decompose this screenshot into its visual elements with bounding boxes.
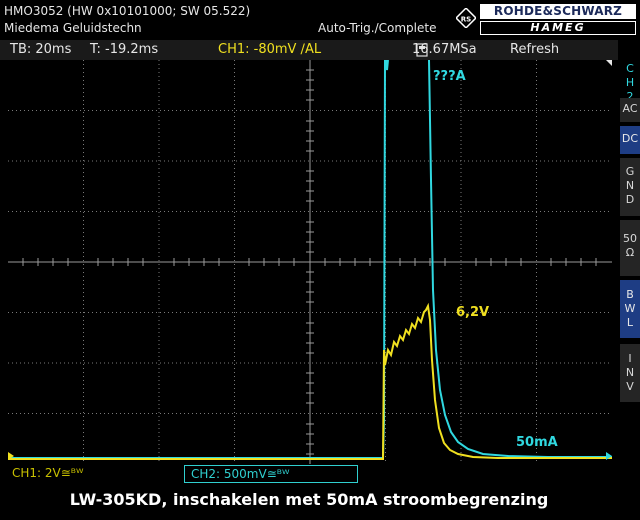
header-bar: HMO3052 (HW 0x10101000; SW 05.522) Miede… [0,0,640,40]
channel-info-bar: CH1: 2V≅ᴮᵂ CH2: 500mV≅ᴮᵂ [0,464,640,484]
button-label: I [628,352,632,365]
button-label: DC [621,132,639,145]
grid [8,60,612,464]
waveform-display[interactable]: ???A 6,2V 50mA [8,60,612,464]
channel-number: 2 [626,90,634,103]
button-label: D [625,193,635,206]
trigger-setting[interactable]: CH1: -80mV ∕AL [218,42,322,57]
channel-side-menu: C H 2 AC DC G N D 50 Ω B W L I N V [619,60,640,460]
ch2-scale: CH2: 500mV≅ᴮᵂ [191,467,290,481]
coupling-dc-button[interactable]: DC [620,126,640,154]
button-label: L [626,316,634,329]
button-label: W [624,302,636,315]
grid-ticks [22,69,597,455]
current-limit-annotation: 50mA [516,435,558,450]
owner-name: Miedema Geluidstechn [4,21,142,35]
coupling-ac-button[interactable]: AC [620,98,640,122]
grid-axes [8,60,612,464]
brand-logo: RS ROHDE&SCHWARZ HAMEG [452,4,636,36]
ch1-voltage-trace [8,302,612,460]
ch2-scale-box[interactable]: CH2: 500mV≅ᴮᵂ [184,465,358,483]
current-annotation: ???A [433,69,466,84]
rohde-schwarz-logo-icon: RS [456,8,476,28]
button-label: AC [622,102,638,115]
button-label: G [625,165,635,178]
logo-rohde-schwarz: ROHDE&SCHWARZ [480,4,636,19]
button-label: 50 [623,232,637,245]
button-label: N [625,366,635,379]
caption: LW-305KD, inschakelen met 50mA stroombeg… [69,490,549,509]
channel-letter: H [625,76,635,89]
trigger-status: Auto-Trig./Complete [318,21,437,35]
channel-letter: C [626,62,634,75]
svg-text:RS: RS [461,16,471,24]
impedance-50-ohm-button[interactable]: 50 Ω [620,220,640,276]
status-bar: TB: 20ms T: -19.2ms CH1: -80mV ∕AL 16.67… [0,40,618,60]
trigger-marker-ch2 [606,452,612,460]
voltage-annotation: 6,2V [456,305,489,320]
button-label: V [626,380,634,393]
trigger-marker-ch1 [8,452,14,460]
timebase-value[interactable]: TB: 20ms [10,42,72,57]
button-label: B [626,288,634,301]
logo-hameg: HAMEG [480,21,636,35]
bandwidth-limit-button[interactable]: B W L [620,280,640,338]
memory-icon [416,43,428,57]
ch1-scale[interactable]: CH1: 2V≅ᴮᵂ [12,466,84,480]
acquisition-mode[interactable]: Refresh [510,42,560,57]
model-info: HMO3052 (HW 0x10101000; SW 05.522) [4,4,251,18]
button-label: Ω [625,246,635,259]
coupling-gnd-button[interactable]: G N D [620,158,640,216]
button-label: N [625,179,635,192]
trigger-offset[interactable]: T: -19.2ms [90,42,159,57]
sample-rate: 16.67MSa [412,42,477,57]
invert-button[interactable]: I N V [620,344,640,402]
channel-2-header: C H 2 [620,60,640,104]
trigger-position-marker [606,60,612,66]
